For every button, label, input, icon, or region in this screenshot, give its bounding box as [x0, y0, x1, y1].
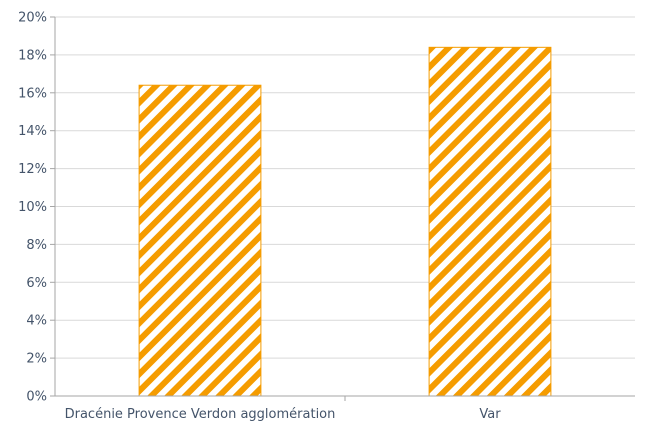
y-tick-label: 16% [18, 86, 47, 101]
bar [428, 46, 552, 397]
bars [138, 46, 552, 397]
y-tick-label: 4% [26, 314, 47, 329]
y-tick-label: 20% [18, 11, 47, 26]
bar [138, 84, 262, 397]
y-tick-label: 14% [18, 124, 47, 139]
y-tick-label: 10% [18, 200, 47, 215]
axes [50, 16, 635, 401]
x-axis-category-labels: Dracénie Provence Verdon agglomération Va… [65, 407, 502, 422]
y-tick-label: 2% [26, 352, 47, 367]
y-tick-label: 6% [26, 276, 47, 291]
x-category-label: Dracénie Provence Verdon agglomération [65, 407, 336, 422]
y-tick-label: 8% [26, 238, 47, 253]
y-tick-label: 18% [18, 48, 47, 63]
y-axis-tick-labels: 0% 2% 4% 6% 8% 10% 12% 14% 16% 18% 20% [18, 11, 47, 405]
x-category-label: Var [479, 407, 501, 422]
y-tick-label: 0% [26, 390, 47, 405]
y-tick-label: 12% [18, 162, 47, 177]
